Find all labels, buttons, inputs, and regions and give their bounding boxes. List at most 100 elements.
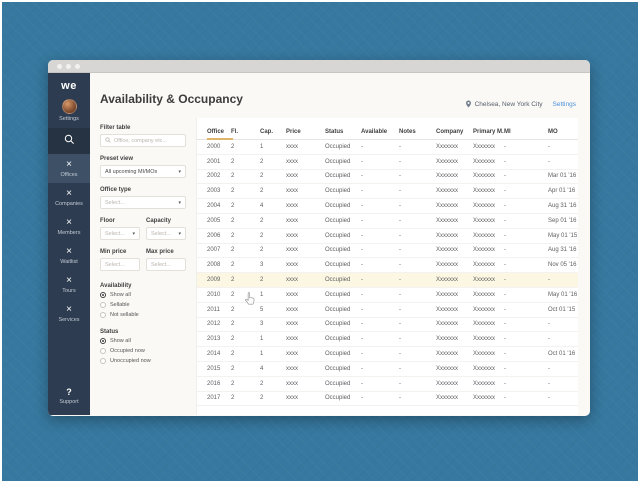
table-cell: Xxxxxxx [473,232,496,239]
column-header-fl[interactable]: Fl. [231,129,238,135]
table-cell: 2006 [207,232,221,239]
table-cell: - [399,188,401,195]
table-cell: - [361,203,363,210]
table-cell: 2002 [207,173,221,180]
availability-option-not-sellable[interactable]: Not sellable [100,312,186,318]
table-row[interactable]: 2009 2 2 xxxx Occupied - - Xxxxxxx Xxxxxxx - - [197,273,578,288]
table-cell: - [361,395,363,402]
table-cell: - [548,380,550,387]
table-row[interactable]: 2010 2 1 xxxx Occupied - - Xxxxxxx Xxxxxxx - May 0… [197,288,578,303]
filter-search-input[interactable]: Office, company etc... [100,134,186,147]
table-cell: 4 [260,365,264,372]
table-cell: Xxxxxxx [436,188,459,195]
avatar[interactable] [61,99,77,114]
table-cell: Occupied [325,365,351,372]
table-cell: Occupied [325,395,351,402]
table-row[interactable]: 2013 2 1 xxxx Occupied - - Xxxxxxx Xxxxxxx - - [197,332,578,348]
table-cell: xxxx [286,173,298,180]
table-row[interactable]: 2011 2 5 xxxx Occupied - - Xxxxxxx Xxxxxxx - Oct 0… [197,303,578,318]
column-header-status[interactable]: Status [325,129,344,135]
sidebar-item-members[interactable]: × Members [48,212,90,241]
radio-icon [100,358,106,364]
question-mark-icon: ? [66,386,72,397]
table-row[interactable]: 2005 2 2 xxxx Occupied - - Xxxxxxx Xxxxxxx - Sep 0… [197,214,578,229]
table-row[interactable]: 2012 2 3 xxxx Occupied - - Xxxxxxx Xxxxxxx - - [197,318,578,333]
sidebar-item-tours[interactable]: × Tours [48,270,90,299]
column-header-notes[interactable]: Notes [399,129,416,135]
table-row[interactable]: 2006 2 2 xxxx Occupied - - Xxxxxxx Xxxxxxx - May 0… [197,229,578,244]
table-cell: - [399,247,401,254]
floor-select[interactable]: Select... ▾ [100,227,140,240]
preset-view-select[interactable]: All upcoming MI/MOs ▾ [100,165,186,178]
table-cell: Oct 01 '15 [548,306,576,313]
table-cell: Mar 01 '16 [548,173,577,180]
status-option-unoccupied-now[interactable]: Unoccupied now [100,358,186,364]
table-cell: xxxx [286,351,298,358]
table-cell: - [548,158,550,165]
column-header-available[interactable]: Available [361,129,388,135]
table-cell: 2 [260,277,264,284]
sidebar-item-label: Tours [62,287,76,294]
table-row[interactable]: 2015 2 4 xxxx Occupied - - Xxxxxxx Xxxxxxx - - [197,362,578,377]
table-cell: Occupied [325,277,351,284]
sidebar-item-offices[interactable]: × Offices [48,154,90,183]
table-cell: Xxxxxxx [473,247,496,254]
occupancy-table: Office Fl. Cap. Price Status Available N… [196,118,578,415]
status-option-show-all[interactable]: Show all [100,338,186,344]
table-cell: Xxxxxxx [473,380,496,387]
table-row[interactable]: 2007 2 2 xxxx Occupied - - Xxxxxxx Xxxxxxx - Aug 3… [197,244,578,259]
table-cell: - [399,232,401,239]
window-dot[interactable] [75,63,80,69]
table-cell: Xxxxxxx [473,395,496,402]
column-header-cap[interactable]: Cap. [260,129,274,135]
table-row[interactable]: 2002 2 2 xxxx Occupied - - Xxxxxxx Xxxxxxx - Mar 0… [197,170,578,185]
table-row[interactable]: 2014 2 1 xxxx Occupied - - Xxxxxxx Xxxxxxx - Oct 0… [197,347,578,362]
table-cell: 1 [260,336,264,343]
column-header-mi[interactable]: MI [504,129,511,135]
sidebar-item-support[interactable]: ? Support [48,386,90,415]
radio-label: Sellable [110,302,130,308]
sidebar-search-button[interactable] [48,128,90,154]
table-cell: Occupied [325,291,351,298]
table-cell: 3 [260,321,264,328]
table-cell: - [361,306,363,313]
table-row[interactable]: 2016 2 2 xxxx Occupied - - Xxxxxxx Xxxxxxx - - [197,377,578,392]
status-option-occupied-now[interactable]: Occupied now [100,348,186,354]
max-price-input[interactable]: Select... [146,258,186,271]
sidebar-item-waitlist[interactable]: × Waitlist [48,241,90,270]
table-cell: 2 [231,158,235,165]
table-row[interactable]: 2000 2 1 xxxx Occupied - - Xxxxxxx Xxxxxxx - - [197,140,578,155]
table-cell: Xxxxxxx [473,217,496,224]
table-cell: Xxxxxxx [436,306,459,313]
table-row[interactable]: 2003 2 2 xxxx Occupied - - Xxxxxxx Xxxxxxx - Apr 0… [197,184,578,200]
table-cell: 2 [231,365,235,372]
main-area: Availability & Occupancy Chelsea, New Yo… [90,73,590,415]
table-cell: Xxxxxxx [436,365,459,372]
profile-settings[interactable]: Settings [48,97,90,128]
availability-option-sellable[interactable]: Sellable [100,302,186,308]
table-row[interactable]: 2017 2 2 xxxx Occupied - - Xxxxxxx Xxxxxxx - - [197,392,578,407]
location-settings-link[interactable]: Settings [552,100,577,108]
table-row[interactable]: 2004 2 4 xxxx Occupied - - Xxxxxxx Xxxxxxx - Aug 3… [197,199,578,214]
column-header-office[interactable]: Office [207,129,225,135]
min-price-input[interactable]: Select... [100,258,140,271]
column-header-price[interactable]: Price [286,129,301,135]
sidebar-item-companies[interactable]: × Companies [48,183,90,212]
table-cell: xxxx [286,143,298,150]
table-cell: 2 [231,336,235,343]
window-dot[interactable] [57,63,62,69]
min-price-placeholder: Select... [105,261,125,268]
capacity-select[interactable]: Select... ▾ [146,227,186,240]
table-cell: 2 [231,247,235,254]
column-header-primary-m[interactable]: Primary M. [473,129,504,135]
column-header-company[interactable]: Company [436,129,464,135]
table-row[interactable]: 2001 2 2 xxxx Occupied - - Xxxxxxx Xxxxxxx - - [197,155,578,170]
placeholder-x-icon: × [66,245,72,257]
window-dot[interactable] [66,63,71,69]
sidebar-item-services[interactable]: × Services [48,299,90,328]
table-row[interactable]: 2008 2 3 xxxx Occupied - - Xxxxxxx Xxxxxxx - Nov 0… [197,258,578,274]
column-header-mo[interactable]: MO [548,129,558,135]
radio-label: Show all [110,338,131,344]
office-type-select[interactable]: Select... ▾ [100,196,186,209]
availability-option-show-all[interactable]: Show all [100,292,186,298]
